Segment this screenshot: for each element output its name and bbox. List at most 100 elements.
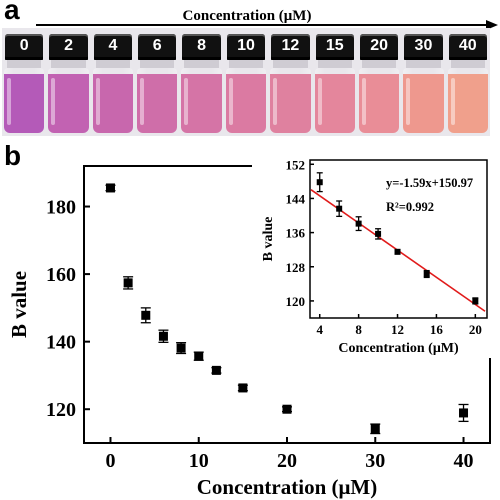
vial-liquid [270, 74, 311, 133]
x-tick-label: 30 [365, 450, 385, 472]
vial-label: 4 [108, 37, 118, 54]
vial-liquid [314, 74, 355, 133]
vial-label: 12 [281, 37, 300, 54]
vial-liquid [225, 74, 267, 133]
vial-glass [225, 68, 267, 133]
inset-y-ticks: 120 128 136 144 152 [286, 157, 314, 309]
vial-neck [273, 60, 308, 68]
vial-label: 0 [19, 37, 29, 54]
vial-neck [184, 60, 219, 68]
vial-label: 10 [237, 37, 255, 54]
x-tick-label: 20 [469, 322, 482, 337]
main-x-axis-label: Concentration (μM) [197, 475, 377, 499]
vial-glass [181, 68, 222, 133]
vial-liquid [137, 74, 178, 133]
vial-cap: 30 [404, 34, 443, 60]
data-point [370, 424, 380, 434]
arrow-head-icon [486, 20, 498, 30]
main-y-axis-label: B value [7, 271, 31, 338]
y-tick-label: 144 [286, 191, 306, 206]
inset-r-squared: R²=0.992 [386, 200, 434, 214]
x-tick-label: 10 [189, 450, 209, 472]
vial-neck [95, 60, 131, 68]
data-point [336, 205, 343, 212]
vial-glass [92, 68, 134, 133]
vial-cap: 12 [271, 34, 310, 60]
panel-a-letter: a [4, 0, 20, 25]
inset-x-axis-label: Concentration (μM) [338, 341, 459, 356]
vial-glass [403, 68, 444, 133]
vial: 8 [179, 28, 223, 136]
main-data-points [105, 183, 469, 435]
data-point [105, 183, 115, 193]
vial-neck [228, 60, 264, 68]
vial-neck [7, 60, 42, 68]
vial-label: 40 [458, 37, 477, 54]
y-tick-label: 120 [286, 294, 306, 309]
main-chart: 120 140 160 180 0 10 20 30 40 Concentration (μM… [7, 165, 491, 499]
data-point [472, 297, 479, 304]
vial-cap: 6 [138, 34, 177, 60]
data-point [423, 271, 430, 278]
vial-glass [270, 68, 311, 133]
vial-liquid [358, 74, 400, 133]
vial-cap: 2 [49, 34, 88, 60]
y-tick-label: 128 [286, 260, 306, 275]
vial-neck [450, 60, 485, 68]
vial-neck [406, 60, 441, 68]
y-tick-label: 136 [286, 226, 306, 241]
data-point [316, 179, 323, 186]
concentration-arrow: Concentration (μM) [36, 8, 498, 30]
vial-label: 8 [197, 37, 207, 54]
y-tick-label: 180 [46, 197, 76, 219]
vial-cap: 20 [359, 34, 399, 60]
vial-liquid [447, 74, 488, 133]
x-tick-label: 8 [355, 322, 362, 337]
vial-neck [361, 60, 397, 68]
vial-label: 30 [414, 37, 433, 54]
data-point [282, 404, 292, 414]
y-tick-label: 152 [286, 157, 306, 172]
y-tick-label: 140 [46, 332, 76, 354]
inset-equation: y=-1.59x+150.97 [386, 176, 473, 190]
arrow-label: Concentration (μM) [183, 8, 312, 24]
y-tick-label: 160 [46, 264, 76, 286]
vial-neck [140, 60, 175, 68]
vial-neck [51, 60, 86, 68]
inset-y-axis-label: B value [261, 217, 276, 262]
data-point [158, 331, 168, 341]
vial-photo: 0 2 4 6 8 10 12 15 20 30 40 [2, 28, 490, 136]
inset-plot-frame [309, 159, 488, 319]
vial-label: 15 [325, 37, 344, 54]
data-point [459, 408, 469, 418]
inset-chart: 120 128 136 144 152 4 8 12 16 20 y=-1.59x+150.97… [252, 152, 494, 358]
vial-liquid [92, 74, 134, 133]
vial: 0 [2, 28, 46, 136]
vial: 20 [357, 28, 401, 136]
inset-data-points [316, 172, 479, 305]
data-point [194, 351, 204, 361]
vial-cap: 10 [226, 34, 266, 60]
main-y-ticks: 120 140 160 180 [46, 197, 90, 421]
inset-x-ticks: 4 8 12 16 20 [316, 314, 482, 337]
vial: 15 [313, 28, 357, 136]
vial-cap: 8 [182, 34, 221, 60]
vial: 6 [135, 28, 179, 136]
vial-neck [317, 60, 352, 68]
vial-glass [314, 68, 355, 133]
vial-cap: 15 [315, 34, 354, 60]
data-point [211, 365, 221, 375]
vial-glass [48, 68, 89, 133]
data-point [176, 343, 186, 353]
data-point [123, 278, 133, 288]
vial-liquid [48, 74, 89, 133]
vial-label: 20 [370, 37, 388, 54]
x-tick-label: 4 [316, 322, 323, 337]
panel-a: a Concentration (μM) 0 2 4 6 8 10 12 15 20 30 40 [0, 0, 500, 140]
vial-cap: 0 [5, 34, 44, 60]
x-tick-label: 16 [430, 322, 444, 337]
vial: 12 [268, 28, 312, 136]
y-tick-label: 120 [46, 399, 76, 421]
vial-cap: 4 [93, 34, 133, 60]
vial-glass [4, 68, 45, 133]
